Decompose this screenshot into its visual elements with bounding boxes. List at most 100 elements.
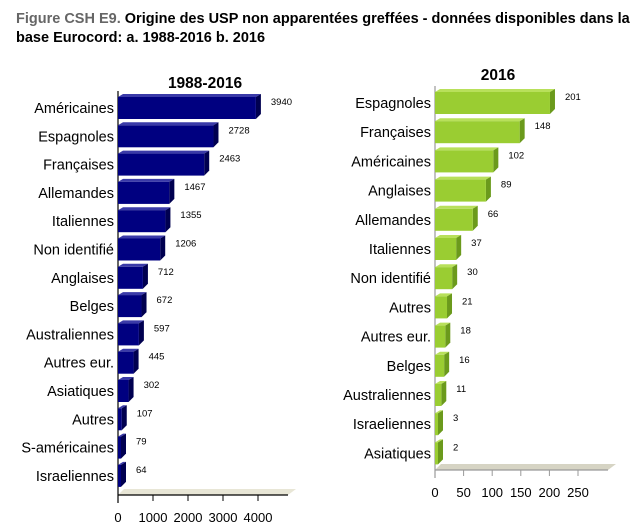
category-label: Américaines: [34, 101, 114, 117]
category-label: Asiatiques: [364, 446, 431, 462]
bar: [118, 153, 205, 176]
bar: [118, 351, 134, 374]
bar: [118, 238, 161, 261]
chart-1988-2016-floor: [118, 489, 296, 495]
bar-top-face: [118, 150, 210, 154]
bar-top-face: [118, 461, 126, 465]
bar-top-face: [435, 439, 443, 443]
category-label: Autres eur.: [361, 330, 431, 346]
bar-top-face: [118, 178, 175, 182]
bar: [118, 181, 170, 204]
bar-side-face: [160, 235, 166, 261]
category-label: Autres: [389, 300, 431, 316]
bar: [435, 238, 457, 260]
bar: [435, 442, 438, 465]
value-label: 1467: [184, 182, 205, 193]
chart-2016-tick-label: 100: [481, 485, 503, 500]
category-label: Anglaises: [368, 184, 431, 200]
bar-side-face: [165, 207, 171, 233]
bar: [118, 295, 142, 318]
category-label: Belges: [70, 299, 114, 315]
bar-top-face: [118, 405, 127, 409]
category-label: Italiennes: [369, 242, 431, 258]
bar-top-face: [435, 176, 491, 180]
chart-1988-2016-tick-label: 2000: [174, 510, 203, 525]
chart-1988-2016-tick-label: 4000: [244, 510, 273, 525]
bar-side-face: [204, 150, 210, 176]
bar-side-face: [142, 263, 148, 289]
bar: [118, 97, 256, 119]
chart-2016-tick-label: 200: [539, 485, 561, 500]
chart-2016-floor: [435, 464, 616, 470]
value-label: 16: [459, 355, 470, 366]
bar-side-face: [128, 377, 134, 402]
figure-label: Figure CSH E9.: [16, 11, 121, 27]
bar-top-face: [435, 293, 453, 297]
bar-top-face: [118, 348, 139, 352]
bar-top-face: [435, 410, 443, 414]
bar: [118, 125, 214, 148]
value-label: 89: [501, 180, 512, 191]
bar: [435, 179, 486, 202]
category-label: Non identifié: [33, 243, 114, 259]
bar: [435, 296, 448, 319]
bar-side-face: [141, 292, 147, 318]
bar-side-face: [445, 322, 451, 348]
category-label: Anglaises: [51, 271, 114, 287]
bar: [118, 408, 122, 431]
bar-side-face: [121, 433, 126, 459]
value-label: 30: [467, 267, 478, 278]
bar-side-face: [438, 410, 443, 436]
value-label: 445: [149, 352, 165, 363]
bar-top-face: [118, 263, 148, 267]
bar-side-face: [485, 176, 491, 202]
chart-2016-tick-label: 150: [510, 485, 532, 500]
bar-top-face: [118, 433, 126, 437]
bar-top-face: [435, 322, 451, 326]
bar-top-face: [435, 351, 450, 355]
figure-caption: Figure CSH E9. Origine des USP non appar…: [16, 10, 633, 48]
chart-1988-2016-title: 1988-2016: [168, 75, 243, 92]
category-label: Autres eur.: [44, 356, 114, 372]
value-label: 2: [453, 442, 458, 453]
value-label: 302: [144, 380, 160, 391]
bar-side-face: [438, 439, 443, 465]
bar-side-face: [447, 293, 453, 319]
category-label: Françaises: [360, 125, 431, 141]
category-label: Allemandes: [38, 186, 114, 202]
chart-1988-2016-tick-label: 0: [114, 510, 121, 525]
value-label: 11: [456, 384, 466, 395]
bar: [118, 266, 143, 289]
category-label: S-américaines: [21, 441, 114, 457]
bar-side-face: [138, 320, 144, 346]
value-label: 2728: [228, 125, 249, 136]
category-label: Israeliennes: [353, 417, 431, 433]
value-label: 1206: [175, 239, 196, 250]
value-label: 597: [154, 323, 170, 334]
bar-top-face: [118, 320, 144, 324]
category-label: Non identifié: [350, 271, 431, 287]
category-label: Autres: [72, 412, 114, 428]
chart-2016-tick-label: 250: [567, 485, 589, 500]
bar: [435, 354, 445, 377]
value-label: 712: [158, 267, 174, 278]
category-label: Allemandes: [355, 213, 431, 229]
bar-side-face: [493, 147, 499, 173]
bar: [435, 267, 453, 290]
category-label: Israeliennes: [36, 469, 114, 485]
chart-2016-tick-label: 50: [456, 485, 470, 500]
value-label: 148: [535, 121, 551, 132]
chart-1988-2016-tick-label: 3000: [209, 510, 238, 525]
bar-side-face: [472, 205, 478, 231]
bar: [118, 323, 139, 346]
bar-top-face: [435, 264, 458, 268]
bar: [435, 92, 550, 114]
bar-top-face: [118, 235, 166, 239]
chart-1988-2016-tick-label: 1000: [139, 510, 168, 525]
bar-top-face: [118, 207, 171, 211]
bar-top-face: [118, 377, 134, 380]
value-label: 3: [453, 413, 458, 424]
bar: [435, 121, 520, 144]
bar-side-face: [549, 89, 555, 114]
value-label: 21: [462, 296, 473, 307]
